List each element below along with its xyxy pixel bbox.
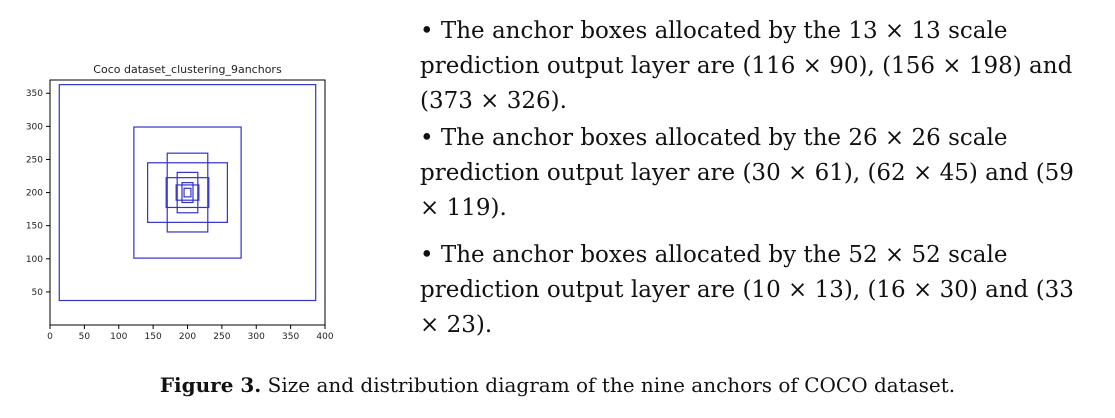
- anchor-box: [58, 84, 317, 302]
- anchor-box-plot: Coco dataset_clustering_9anchors 0 50 100 15…: [26, 63, 334, 342]
- figure-caption: Figure 3. Size and distribution diagram …: [0, 373, 1115, 397]
- anchor-box: [133, 126, 242, 259]
- anchor-box: [165, 177, 210, 209]
- bullet-list: • The anchor boxes allocated by the 13 ×…: [420, 14, 1100, 355]
- y-tick-label: 300: [26, 122, 43, 132]
- x-tick-label: 0: [47, 332, 53, 342]
- x-tick-label: 250: [213, 332, 230, 342]
- y-tick-label: 200: [26, 189, 43, 199]
- x-tick-label: 150: [145, 332, 162, 342]
- anchor-box-figure: Coco dataset_clustering_9anchors 0 50 100 15…: [0, 50, 360, 350]
- x-tick-label: 350: [282, 332, 299, 342]
- caption-text: Size and distribution diagram of the nin…: [261, 373, 956, 397]
- bullet-13x13: • The anchor boxes allocated by the 13 ×…: [420, 18, 1073, 114]
- x-tick-label: 100: [110, 332, 127, 342]
- plot-title: Coco dataset_clustering_9anchors: [93, 63, 282, 76]
- bullet-26x26: • The anchor boxes allocated by the 26 ×…: [420, 125, 1074, 221]
- y-tick-label: 150: [26, 222, 43, 232]
- anchor-box: [166, 152, 209, 233]
- y-tick-label: 100: [26, 255, 43, 265]
- anchor-box: [176, 171, 199, 214]
- x-tick-label: 200: [179, 332, 196, 342]
- figure-label: Figure 3.: [159, 373, 262, 397]
- y-tick-label: 50: [32, 288, 44, 298]
- bullet-52x52: • The anchor boxes allocated by the 52 ×…: [420, 242, 1074, 338]
- anchor-box: [181, 182, 194, 204]
- x-tick-label: 50: [79, 332, 91, 342]
- anchor-box: [147, 162, 228, 223]
- x-tick-label: 400: [316, 332, 333, 342]
- anchor-box: [183, 187, 192, 198]
- y-tick-label: 350: [26, 89, 43, 99]
- y-tick-label: 250: [26, 155, 43, 165]
- x-tick-label: 300: [248, 332, 265, 342]
- anchor-box: [175, 184, 200, 201]
